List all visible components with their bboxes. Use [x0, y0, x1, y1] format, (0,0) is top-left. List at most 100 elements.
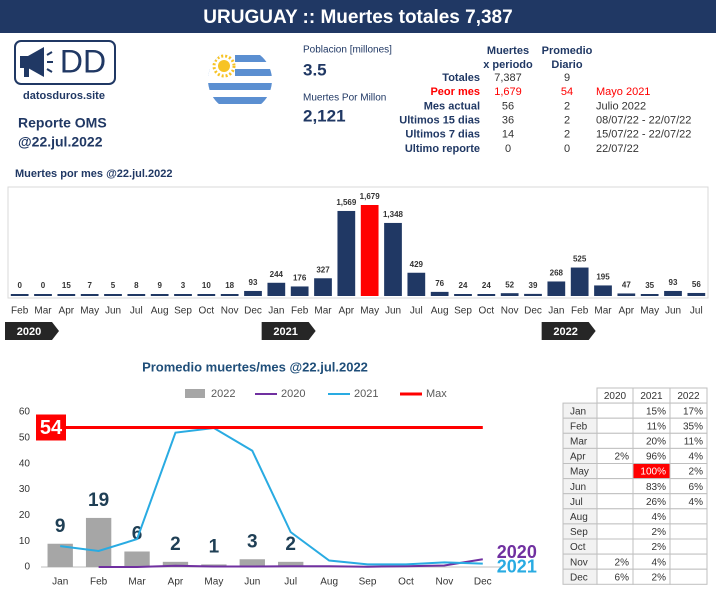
value-label: 3	[181, 281, 186, 290]
value-label: 5	[111, 281, 116, 290]
value-label: 9	[157, 281, 162, 290]
cell-value: 20%	[646, 436, 666, 447]
x-tick-label: Mar	[314, 306, 332, 317]
stat-deaths: 1,679	[494, 86, 522, 98]
bar	[290, 286, 309, 296]
stat-period: 08/07/22 - 22/07/22	[596, 115, 691, 127]
stat-daily: 2	[564, 129, 570, 141]
column-header: x periodo	[483, 59, 533, 71]
flag	[208, 48, 272, 112]
plot-frame	[7, 186, 709, 299]
cell-value: 6%	[689, 482, 704, 493]
stat-daily: 2	[564, 100, 570, 112]
line	[60, 426, 483, 566]
per-million-label: Muertes Por Millon	[303, 93, 386, 104]
x-tick-label: Nov	[435, 577, 453, 588]
x-tick-label: Dec	[474, 577, 492, 588]
row-label: Apr	[570, 452, 586, 463]
row-label: Aug	[570, 512, 588, 523]
year-tag	[261, 322, 316, 340]
max-label: 54	[40, 417, 63, 439]
report: Reporte OMS	[18, 115, 107, 131]
x-tick-label: Jan	[52, 577, 68, 588]
stat-label: Ultimos 15 dias	[399, 115, 480, 127]
stat-label: Ultimos 7 dias	[405, 129, 480, 141]
x-tick-label: Apr	[339, 306, 355, 317]
value-label: 1,348	[383, 210, 404, 219]
cell-value: 2%	[615, 452, 630, 463]
x-tick-label: Apr	[619, 306, 635, 317]
y-tick-label: 50	[19, 432, 31, 443]
bar	[10, 294, 29, 296]
y-tick-label: 30	[19, 484, 31, 495]
year-label: 2020	[17, 326, 41, 338]
value-label: 1,679	[360, 192, 381, 201]
x-tick-label: Aug	[431, 306, 449, 317]
bar	[617, 293, 636, 296]
year-tag	[5, 322, 59, 340]
bar	[80, 294, 99, 296]
logo-text: DD	[60, 43, 106, 79]
year-label: 2022	[553, 326, 577, 338]
bar	[85, 517, 112, 567]
table-cell	[596, 463, 634, 480]
table-cell	[669, 523, 708, 540]
x-tick-label: Mar	[128, 577, 146, 588]
bar	[278, 561, 304, 567]
header-bar	[0, 0, 716, 33]
value-label: 35	[645, 281, 654, 290]
cell-value: 26%	[646, 497, 666, 508]
column-header: 2021	[640, 391, 663, 402]
column-header: Muertes	[487, 45, 529, 57]
bar	[47, 543, 73, 567]
value-label: 76	[435, 279, 444, 288]
value-label: 7	[87, 281, 92, 290]
table-cell	[596, 538, 634, 555]
value-label: 8	[134, 281, 139, 290]
bar	[104, 294, 122, 296]
line	[98, 558, 483, 568]
value-label: 18	[225, 281, 234, 290]
megaphone-icon	[20, 47, 53, 77]
x-tick-label: May	[204, 577, 223, 588]
y-tick-label: 10	[19, 536, 31, 547]
year-label: 2021	[273, 326, 297, 338]
bar	[337, 210, 356, 296]
bar	[34, 294, 52, 296]
stat-daily: 0	[564, 143, 570, 155]
bar	[430, 291, 449, 296]
x-tick-label: Jul	[130, 306, 143, 317]
value-label: 525	[573, 255, 587, 264]
column-header: Diario	[551, 59, 582, 71]
series-end-label: 2020	[497, 542, 537, 562]
bar	[57, 294, 76, 296]
bar	[570, 267, 589, 296]
stat-period: 15/07/22 - 22/07/22	[596, 129, 691, 141]
x-tick-label: Feb	[11, 306, 29, 317]
cell-value: 15%	[646, 406, 666, 417]
x-tick-label: Jul	[410, 306, 423, 317]
value-label: 0	[17, 281, 22, 290]
bar	[267, 282, 286, 296]
table-cell	[596, 478, 634, 495]
value-label: 3	[247, 531, 258, 552]
column-header: 2020	[604, 391, 627, 402]
legend-label: 2020	[281, 388, 305, 400]
x-tick-label: Oct	[479, 306, 495, 317]
cell-value: 2%	[652, 542, 667, 553]
value-label: 1,569	[336, 198, 357, 207]
bar	[197, 294, 216, 296]
value-label: 56	[692, 280, 701, 289]
x-tick-label: Jan	[548, 306, 564, 317]
max-badge	[36, 414, 66, 441]
x-tick-label: Apr	[168, 577, 184, 588]
bar	[124, 551, 150, 567]
table-cell	[596, 417, 634, 434]
bar	[477, 294, 496, 296]
x-tick-label: Nov	[221, 306, 239, 317]
row-label: Jan	[570, 406, 586, 417]
x-tick-label: Oct	[199, 306, 215, 317]
population-value: 3.5	[303, 60, 327, 79]
cell-value: 100%	[640, 467, 666, 478]
chart-title: Promedio muertes/mes @22.jul.2022	[142, 359, 368, 374]
